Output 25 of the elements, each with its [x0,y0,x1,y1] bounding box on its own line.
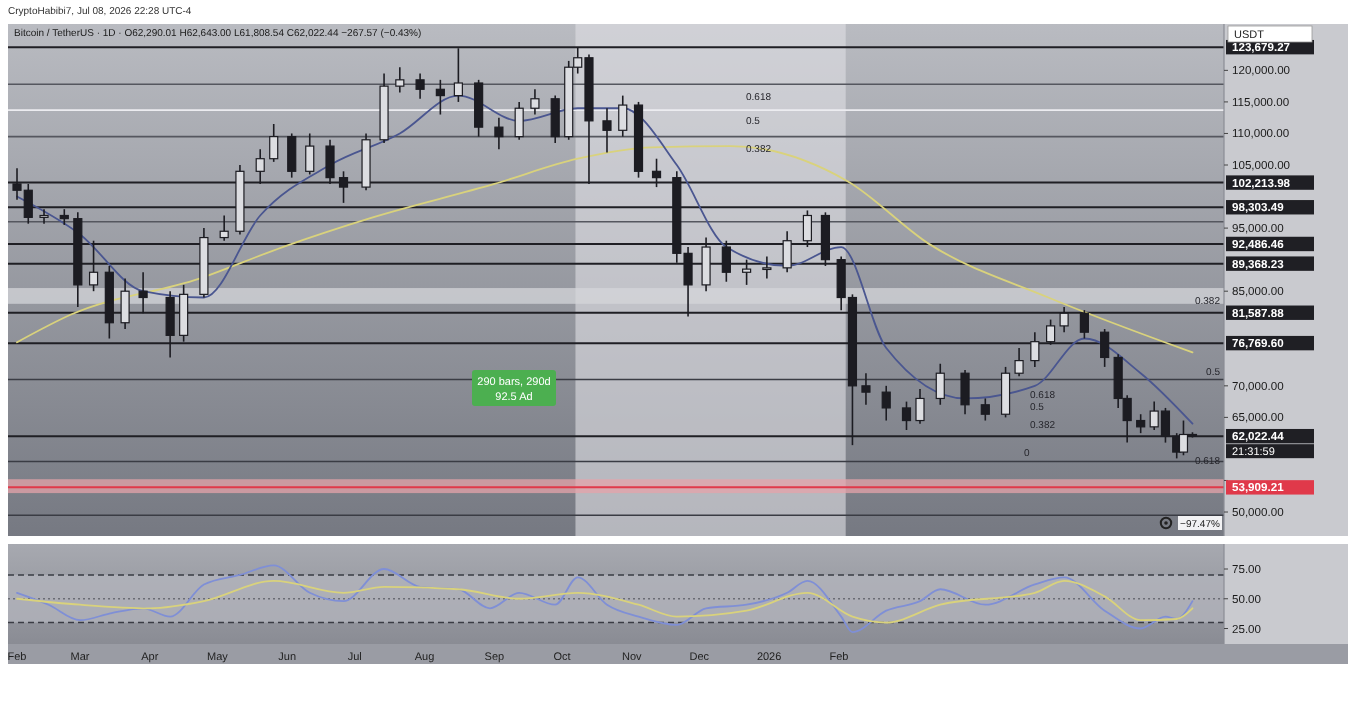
line-series [16,564,1194,633]
candlestick [935,362,945,406]
candlestick [901,400,912,431]
candlestick [305,132,315,176]
candlestick [915,388,925,425]
candlestick [602,107,612,154]
candlestick [530,88,540,116]
candlestick [881,385,891,422]
candlestick [474,79,484,138]
candlestick [514,101,524,141]
candlestick [550,94,560,144]
candlestick [287,132,297,179]
candlestick [1014,347,1024,378]
candlestick [1000,366,1011,419]
candlestick [415,72,425,100]
candlestick [269,123,279,163]
candlestick [861,372,871,406]
candlestick [494,116,504,151]
candlestick [960,369,970,416]
candlestick [980,397,990,422]
candlestick [395,66,405,94]
line-series [16,580,1194,624]
line-series [16,145,1194,354]
candlestick [618,94,628,138]
candlestick [435,79,445,116]
